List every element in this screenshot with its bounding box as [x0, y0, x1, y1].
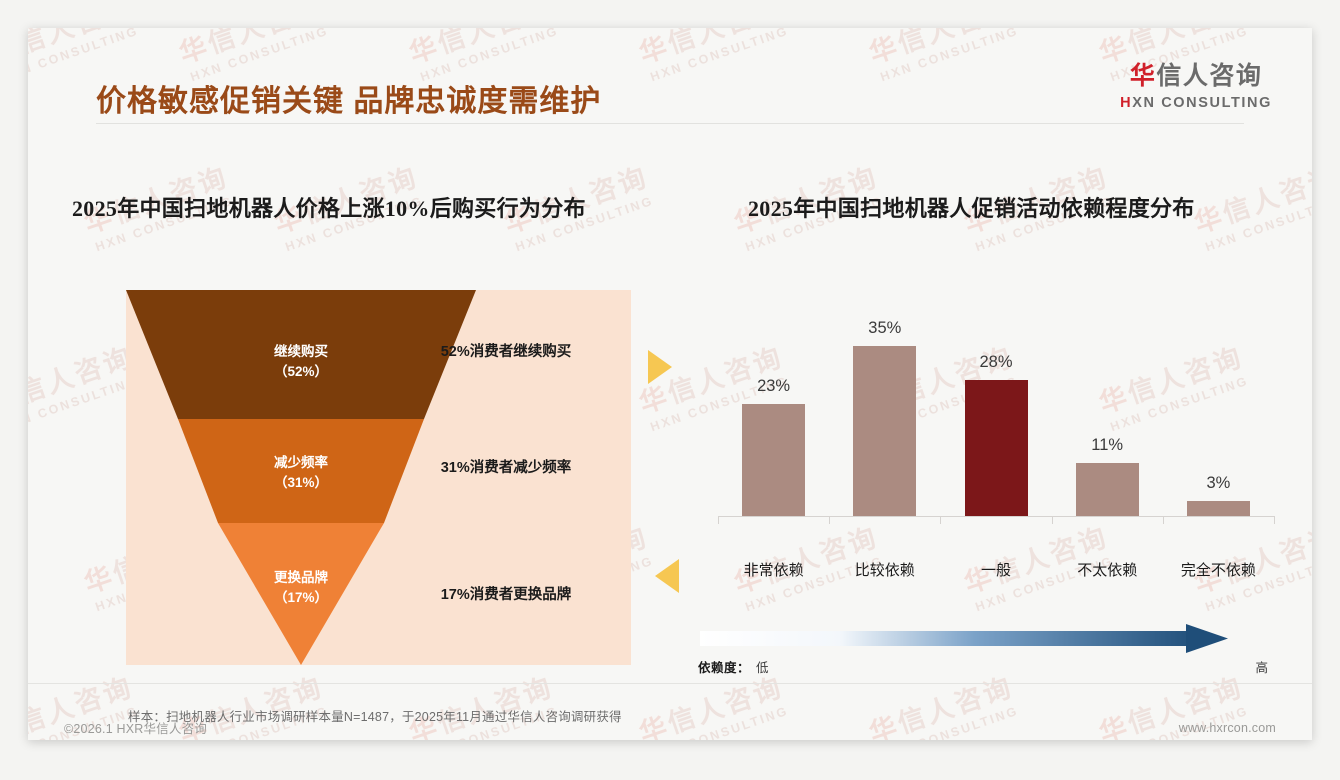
brand-logo-cn-accent: 华	[1129, 62, 1157, 90]
axis-tick	[829, 516, 831, 524]
title-divider	[96, 123, 1244, 124]
axis-tick	[718, 516, 719, 524]
axis-tick	[1162, 516, 1164, 524]
brand-logo: 华信人咨询 HXN CONSULTING	[1120, 64, 1272, 111]
bar	[853, 346, 917, 516]
gradient-arrow-icon	[700, 624, 1228, 653]
funnel-side-label-continue: 52%消费者继续购买	[440, 344, 572, 360]
funnel-chart: 继续购买 （52%） 减少频率 （31%） 更换品牌 （17%） 52%消费者继续购买…	[126, 290, 631, 665]
legend-high-label: 高	[1255, 661, 1268, 675]
category-label: 比较依赖	[854, 562, 915, 579]
funnel-shape	[126, 290, 476, 665]
bar-column: 3%	[1163, 286, 1274, 516]
play-right-icon	[648, 350, 672, 384]
bar-value-label: 11%	[1091, 436, 1124, 454]
left-panel-title: 2025年中国扫地机器人价格上涨10%后购买行为分布	[72, 196, 586, 221]
brand-logo-en-accent: H	[1120, 95, 1133, 111]
bar-plot-area: 23% 35% 28% 11% 3%	[718, 319, 1275, 552]
funnel-segment-reduce	[178, 419, 424, 523]
category-label: 一般	[981, 562, 1012, 579]
funnel-segment-continue	[126, 290, 476, 419]
brand-logo-cn-rest: 信人咨询	[1156, 62, 1263, 90]
category-label: 不太依赖	[1077, 562, 1138, 579]
axis-tick	[1051, 516, 1053, 524]
footnote-text: 样本：扫地机器人行业市场调研样本量N=1487，于2025年11月通过华信人咨询…	[128, 710, 622, 724]
legend-low-label: 低	[756, 661, 769, 675]
right-panel-title: 2025年中国扫地机器人促销活动依赖程度分布	[748, 196, 1195, 221]
funnel-label-reduce: 减少频率 （31%）	[273, 455, 329, 490]
legend-title: 依赖度：	[698, 661, 751, 675]
bar-column: 35%	[829, 286, 940, 516]
axis-tick	[940, 516, 942, 524]
play-left-icon	[655, 559, 679, 593]
bar-value-label: 3%	[1206, 474, 1231, 492]
axis-tick	[1274, 516, 1275, 524]
brand-logo-en-rest: XN CONSULTING	[1132, 95, 1272, 111]
x-axis-category-labels: 非常依赖 比较依赖 一般 不太依赖 完全不依赖	[718, 559, 1274, 580]
bar-value-label: 35%	[868, 319, 902, 337]
page-title: 价格敏感促销关键 品牌忠诚度需维护	[96, 85, 602, 118]
bar	[742, 404, 806, 516]
bar-value-label: 28%	[979, 353, 1013, 371]
brand-logo-cn: 华信人咨询	[1120, 64, 1272, 89]
bar-column: 28%	[940, 286, 1051, 516]
x-axis-line	[718, 516, 1274, 517]
bar-column: 23%	[718, 286, 829, 516]
bar	[964, 380, 1028, 516]
category-label: 非常依赖	[743, 562, 804, 579]
slide-header: 价格敏感促销关键 品牌忠诚度需维护 华信人咨询 HXN CONSULTING	[28, 28, 1312, 136]
funnel-label-switch: 更换品牌 （17%）	[273, 570, 329, 605]
footer-row: ©2026.1 HXR华信人咨询 www.hxrcon.com	[64, 718, 1276, 737]
dependency-scale-legend: 依赖度： 低 高	[688, 622, 1288, 682]
footer-website[interactable]: www.hxrcon.com	[1178, 720, 1276, 735]
bar-series: 23% 35% 28% 11% 3%	[718, 286, 1274, 516]
dependency-bar-chart: 23% 35% 28% 11% 3% 非常依赖 比较依赖 一般 不太依赖 完全不依赖	[688, 298, 1288, 588]
slide-footer: ©2026.1 HXR华信人咨询 www.hxrcon.com	[28, 683, 1312, 740]
brand-logo-en: HXN CONSULTING	[1120, 96, 1272, 111]
funnel-side-label-reduce: 31%消费者减少频率	[440, 460, 572, 476]
bar	[1075, 463, 1139, 516]
funnel-segment-switch	[218, 523, 384, 665]
category-label: 完全不依赖	[1180, 562, 1256, 579]
funnel-side-label-switch: 17%消费者更换品牌	[440, 587, 572, 603]
bar	[1186, 501, 1250, 516]
funnel-label-continue: 继续购买 （52%）	[273, 344, 329, 379]
bar-column: 11%	[1052, 286, 1163, 516]
footer-copyright: ©2026.1 HXR华信人咨询	[64, 722, 208, 736]
bar-value-label: 23%	[757, 377, 791, 395]
